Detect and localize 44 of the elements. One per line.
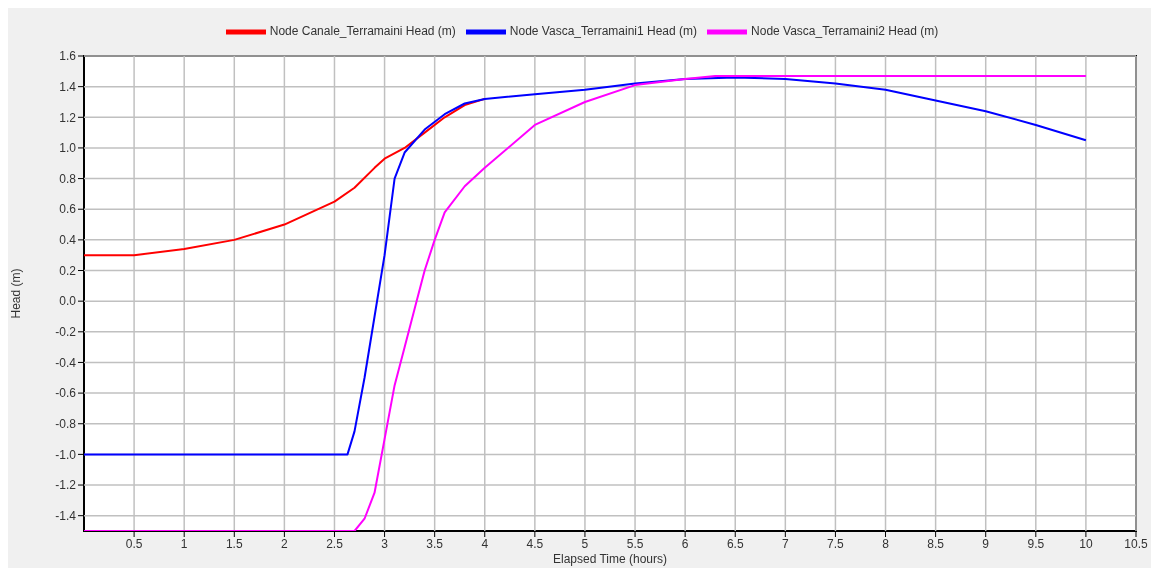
y-tick-label: 1.0 bbox=[59, 141, 77, 156]
y-tick-label: -1.2 bbox=[55, 478, 77, 493]
y-tick-label: 0.6 bbox=[59, 202, 77, 217]
y-tick-label: 1.2 bbox=[59, 110, 77, 125]
line-series bbox=[84, 97, 486, 257]
y-tick-label: -1.0 bbox=[55, 447, 77, 462]
x-tick-label: 4.5 bbox=[526, 536, 544, 551]
x-tick-label: 10.5 bbox=[1124, 536, 1148, 551]
legend-label: Node Vasca_Terramaini1 Head (m) bbox=[509, 24, 698, 39]
x-tick-label: 2.5 bbox=[326, 536, 344, 551]
x-tick-label: 0.5 bbox=[125, 536, 143, 551]
x-tick-label: 5 bbox=[581, 536, 589, 551]
x-tick-label: 3 bbox=[381, 536, 389, 551]
x-tick-label: 10 bbox=[1079, 536, 1093, 551]
x-tick-label: 4 bbox=[481, 536, 489, 551]
y-tick-label: 0.8 bbox=[59, 171, 77, 186]
y-tick-label: 0.4 bbox=[59, 233, 77, 248]
x-tick-label: 9 bbox=[982, 536, 990, 551]
y-tick-label: 1.6 bbox=[59, 49, 77, 64]
y-tick-label: -0.8 bbox=[55, 417, 77, 431]
x-tick-label: 8.5 bbox=[927, 536, 945, 551]
x-tick-label: 8 bbox=[882, 536, 890, 551]
y-tick-label: -1.4 bbox=[55, 508, 77, 523]
x-tick-label: 9.5 bbox=[1027, 536, 1045, 551]
x-tick-label: 1.5 bbox=[225, 536, 243, 551]
x-tick-label: 2 bbox=[281, 536, 289, 551]
y-tick-label: 1.4 bbox=[59, 79, 77, 94]
line-series bbox=[84, 76, 1087, 456]
y-tick-label: -0.2 bbox=[55, 325, 77, 340]
x-tick-label: 6 bbox=[681, 536, 689, 551]
x-tick-label: 1 bbox=[180, 536, 188, 551]
x-tick-label: 7.5 bbox=[827, 536, 845, 551]
x-tick-label: 3.5 bbox=[426, 536, 444, 551]
y-tick-label: -0.4 bbox=[55, 355, 77, 370]
y-tick-label: 0.2 bbox=[59, 263, 77, 278]
y-tick-label: 0.0 bbox=[59, 294, 77, 309]
x-tick-label: 6.5 bbox=[726, 536, 744, 551]
legend-label: Node Canale_Terramaini Head (m) bbox=[269, 24, 456, 39]
x-axis-title: Elapsed Time (hours) bbox=[552, 552, 668, 566]
legend-label: Node Vasca_Terramaini2 Head (m) bbox=[751, 24, 939, 39]
y-tick-label: -0.6 bbox=[55, 386, 77, 401]
y-axis-title: Head (m) bbox=[9, 268, 24, 319]
x-tick-label: 7 bbox=[781, 536, 789, 551]
x-tick-label: 5.5 bbox=[626, 536, 644, 551]
